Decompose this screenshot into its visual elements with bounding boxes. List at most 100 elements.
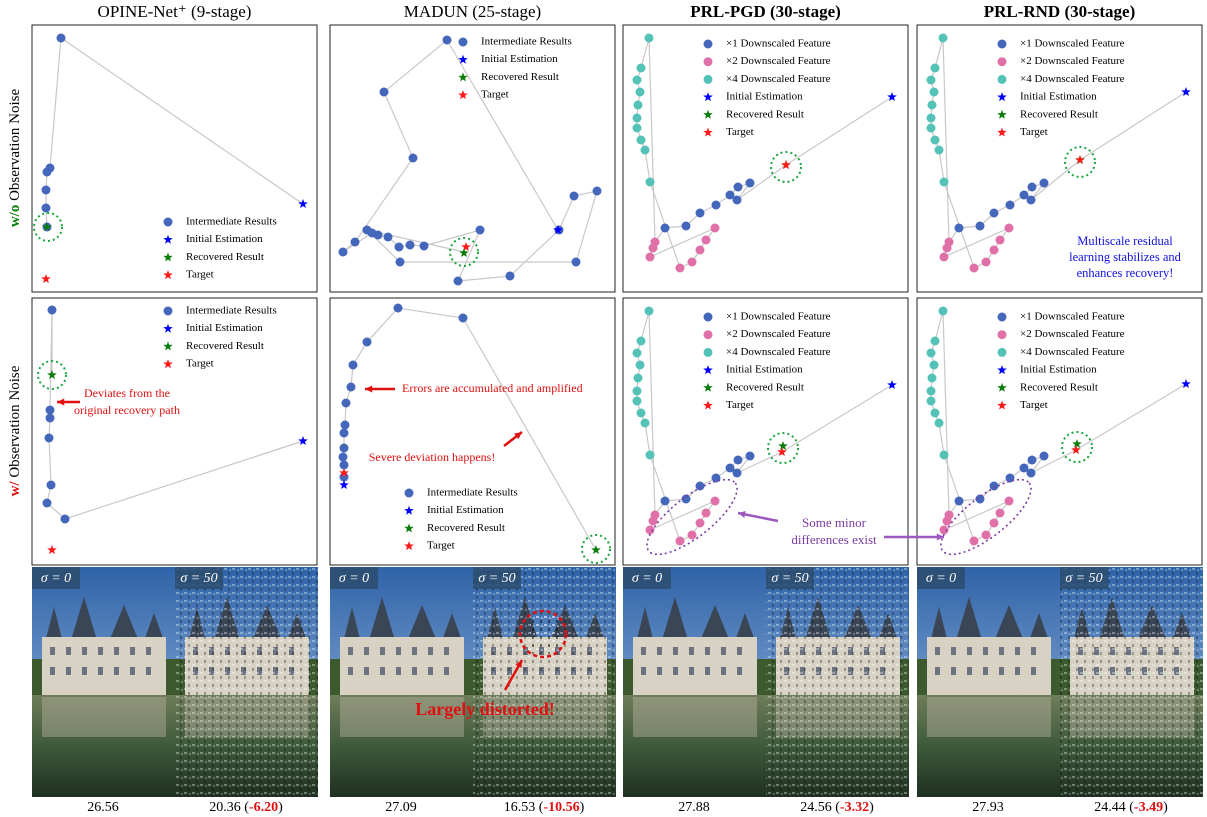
trajectory-point <box>733 469 742 478</box>
trajectory-point <box>339 453 348 462</box>
trajectory-point <box>696 519 705 528</box>
legend-star <box>404 541 414 550</box>
trajectory-point <box>363 226 372 235</box>
trajectory-point <box>649 244 658 253</box>
legend-star <box>163 270 173 279</box>
trajectory-point <box>990 209 999 218</box>
trajectory-point <box>734 456 743 465</box>
legend-label: Initial Estimation <box>186 322 263 334</box>
annotation: Errors are accumulated and amplified <box>402 381 583 395</box>
column-title: OPINE-Net⁺ (9-stage) <box>98 2 252 21</box>
legend-label: ×1 Downscaled Feature <box>1020 38 1125 50</box>
trajectory-point <box>633 349 642 358</box>
trajectory-point <box>682 222 691 231</box>
trajectory-point <box>702 509 711 518</box>
legend-label: ×2 Downscaled Feature <box>1020 328 1125 340</box>
trajectory-point <box>930 88 939 97</box>
legend-label: ×4 Downscaled Feature <box>1020 346 1125 358</box>
noise-label: σ = 50 <box>478 571 515 586</box>
legend-star <box>163 252 173 261</box>
legend-label: Target <box>1020 399 1048 411</box>
trajectory-point <box>998 313 1007 322</box>
trajectory-point <box>406 241 415 250</box>
trajectory-point <box>696 246 705 255</box>
trajectory-point <box>734 183 743 192</box>
trajectory-point <box>649 517 658 526</box>
trajectory-point <box>1028 456 1037 465</box>
trajectory-point <box>935 419 944 428</box>
noise-label: σ = 0 <box>339 571 369 586</box>
trajectory-point <box>45 434 54 443</box>
legend-label: Intermediate Results <box>427 487 518 499</box>
trajectory-point <box>633 76 642 85</box>
trajectory-point <box>646 178 655 187</box>
trajectory-point <box>927 76 936 85</box>
legend-label: ×1 Downscaled Feature <box>726 311 831 323</box>
legend-label: Initial Estimation <box>1020 91 1097 103</box>
noisy-score-close: ) <box>278 800 283 815</box>
noisy-score-close: ) <box>1163 800 1168 815</box>
noisy-score: 24.44 (-3.49) <box>1094 800 1168 815</box>
trajectory-point <box>996 236 1005 245</box>
noisy-score-value: 16.53 <box>504 800 536 815</box>
legend-label: Target <box>186 358 214 370</box>
trajectory-point <box>704 330 713 339</box>
trajectory-point <box>593 187 602 196</box>
legend-label: Initial Estimation <box>481 53 558 65</box>
trajectory-point <box>1028 183 1037 192</box>
trajectory-star <box>461 242 471 251</box>
column-title: PRL-PGD (30-stage) <box>690 2 841 21</box>
legend-star <box>703 110 713 119</box>
trajectory-point <box>711 497 720 506</box>
trajectory-point <box>42 186 51 195</box>
trajectory-point <box>928 101 937 110</box>
legend-star <box>997 92 1007 101</box>
trajectory-point <box>661 224 670 233</box>
legend-star <box>404 523 414 532</box>
noisy-score-value: 24.56 <box>800 800 832 815</box>
trajectory-point <box>351 238 360 247</box>
trajectory-point <box>939 34 948 43</box>
trajectory-point <box>931 64 940 73</box>
legend-label: Target <box>1020 126 1048 138</box>
trajectory-point <box>704 348 713 357</box>
legend-label: Recovered Result <box>1020 108 1098 120</box>
annotation-arrow-head <box>365 386 372 393</box>
trajectory-point <box>46 414 55 423</box>
legend-label: Initial Estimation <box>726 364 803 376</box>
legend-star <box>163 235 173 244</box>
legend-label: Recovered Result <box>481 71 559 83</box>
panel-frame <box>330 25 615 292</box>
trajectory-point <box>998 330 1007 339</box>
noisy-score-close: ) <box>869 800 874 815</box>
legend-star <box>163 341 173 350</box>
trajectory-point <box>1027 469 1036 478</box>
trajectory-point <box>646 253 655 262</box>
trajectory-point <box>676 537 685 546</box>
legend-star <box>997 401 1007 410</box>
trajectory-point <box>396 258 405 267</box>
trajectory-point <box>998 75 1007 84</box>
annotation: enhances recovery! <box>1077 266 1174 280</box>
trajectory-star <box>591 545 601 554</box>
noisy-score-value: 24.44 <box>1094 800 1126 815</box>
trajectory-point <box>990 482 999 491</box>
trajectory-point <box>47 481 56 490</box>
trajectory-point <box>943 517 952 526</box>
trajectory-point <box>405 489 414 498</box>
trajectory-point <box>48 306 57 315</box>
legend-label: Target <box>726 399 754 411</box>
trajectory-star <box>1072 439 1082 448</box>
trajectory-point <box>637 136 646 145</box>
noise-overlay <box>175 567 318 797</box>
legend-label: Initial Estimation <box>1020 364 1097 376</box>
trajectory-point <box>637 64 646 73</box>
trajectory-point <box>927 397 936 406</box>
trajectory-point <box>476 226 485 235</box>
trajectory-point <box>982 258 991 267</box>
annotation: Deviates from the <box>84 386 170 400</box>
trajectory-point <box>636 88 645 97</box>
figure: OPINE-Net⁺ (9-stage)MADUN (25-stage)PRL-… <box>0 0 1207 817</box>
trajectory-point <box>61 515 70 524</box>
trajectory-point <box>380 88 389 97</box>
